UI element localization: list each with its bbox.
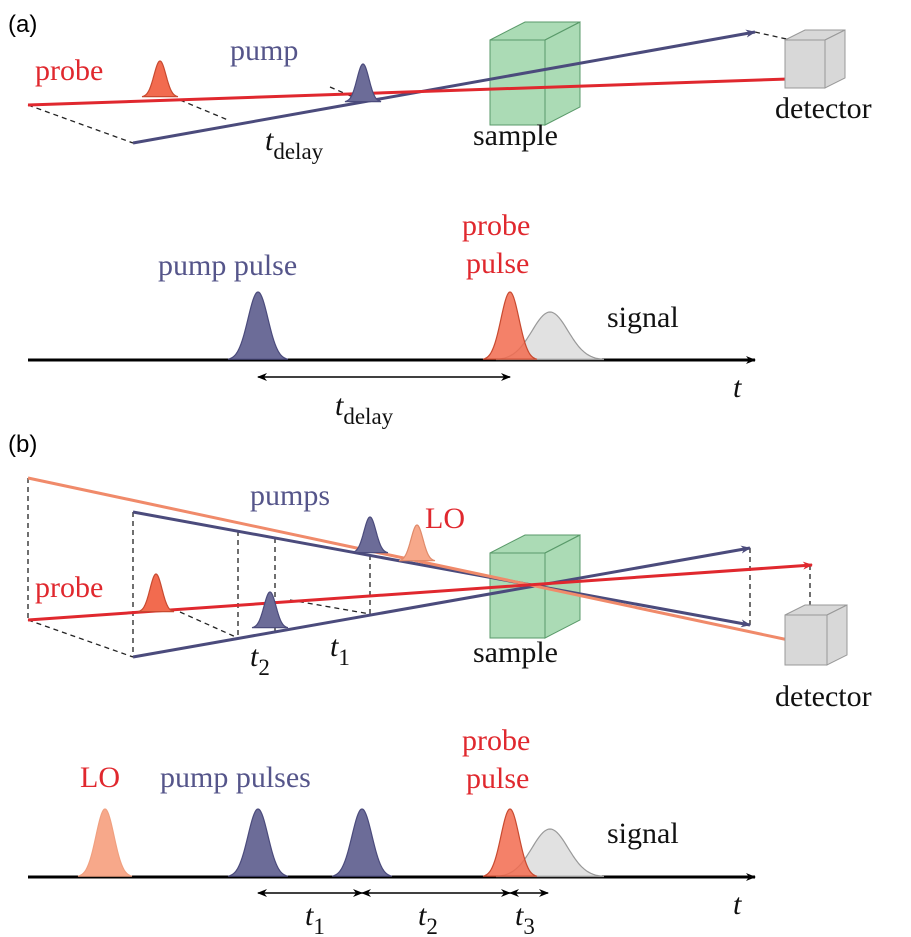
- cube-face: [785, 40, 825, 88]
- cube-face: [825, 30, 845, 88]
- pulse: [228, 292, 288, 359]
- cube: [490, 22, 580, 125]
- time-label: t2: [418, 899, 438, 937]
- label: probe: [462, 209, 530, 242]
- cube: [785, 30, 845, 88]
- panel-label: (a): [8, 11, 37, 38]
- label: probe: [462, 724, 530, 757]
- dashed-guide: [180, 612, 238, 638]
- figure: (a)probepumptdelaysampledetectorpump pul…: [0, 0, 911, 937]
- cube-face: [827, 605, 847, 665]
- cube: [785, 605, 847, 665]
- label: LO: [425, 502, 465, 535]
- label: pump pulse: [158, 249, 297, 282]
- time-subscript: 1: [313, 914, 325, 937]
- cube-face: [490, 553, 545, 638]
- label: t: [733, 888, 742, 921]
- time-subscript: delay: [343, 404, 393, 429]
- dashed-guide: [180, 100, 228, 120]
- time-subscript: 1: [338, 645, 350, 670]
- time-label: tdelay: [335, 389, 394, 429]
- beam-line: [133, 32, 755, 143]
- time-label: t2: [250, 640, 270, 680]
- time-label: tdelay: [265, 124, 324, 164]
- pulse: [228, 809, 288, 876]
- label: pumps: [250, 479, 330, 512]
- label: sample: [473, 119, 558, 152]
- time-subscript: delay: [273, 139, 323, 164]
- label: signal: [607, 817, 679, 850]
- time-subscript: 2: [258, 655, 270, 680]
- cube-face: [545, 22, 580, 125]
- dashed-guide: [28, 105, 133, 143]
- time-label: t3: [515, 899, 535, 937]
- cube-face: [545, 535, 580, 638]
- pulse: [138, 574, 174, 612]
- cube-face: [785, 615, 827, 665]
- dashed-guide: [28, 620, 133, 657]
- label: pump: [230, 34, 298, 67]
- label: signal: [607, 301, 679, 334]
- pulse: [78, 809, 132, 876]
- label: t: [733, 371, 742, 404]
- label: pump pulses: [160, 761, 311, 794]
- label: probe: [35, 571, 103, 604]
- label: LO: [80, 761, 120, 794]
- label: sample: [473, 636, 558, 669]
- time-label: t1: [305, 899, 325, 937]
- label: pulse: [466, 762, 529, 795]
- time-subscript: 2: [426, 914, 438, 937]
- cube-face: [490, 40, 545, 125]
- panel-label: (b): [8, 431, 37, 458]
- beam-line: [28, 478, 812, 645]
- pulse: [332, 809, 392, 876]
- time-label: t1: [330, 630, 350, 670]
- label: probe: [35, 54, 103, 87]
- beam-line: [28, 78, 818, 105]
- beam-line: [133, 548, 750, 657]
- time-subscript: 3: [523, 914, 535, 937]
- pulse: [252, 592, 288, 628]
- label: detector: [775, 92, 872, 125]
- label: pulse: [466, 247, 529, 280]
- pulse: [142, 61, 178, 97]
- label: detector: [775, 680, 872, 713]
